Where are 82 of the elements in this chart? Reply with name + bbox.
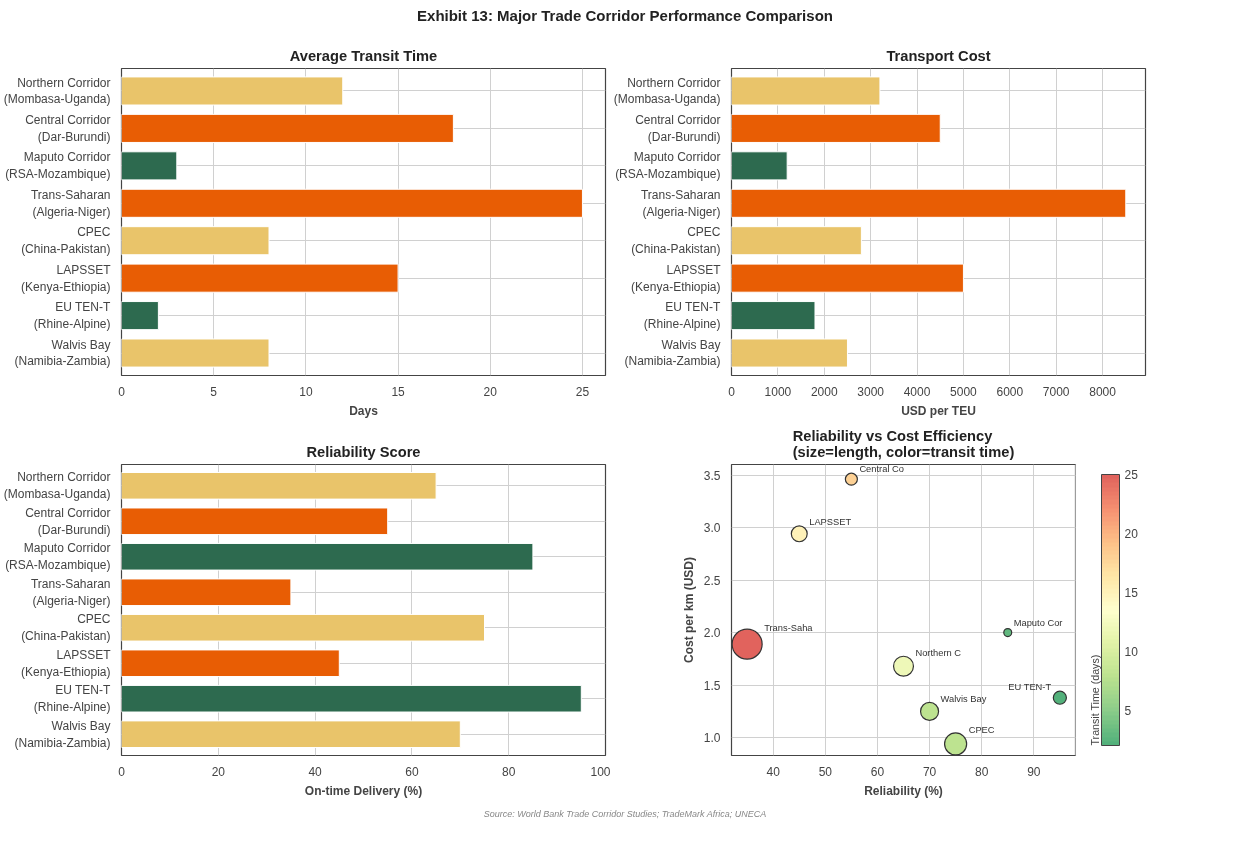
- y-tick-label: Trans-Saharan (Algeria-Niger): [30, 187, 111, 219]
- chart-title: Transport Cost: [886, 47, 991, 64]
- x-tick-label: 3000: [857, 384, 885, 399]
- y-tick-label: 1.5: [703, 678, 721, 693]
- annotation: Northern C: [915, 648, 962, 659]
- x-tick-label: 60: [870, 764, 885, 779]
- x-tick-label: 90: [1027, 764, 1041, 779]
- x-axis-title: On-time Delivery (%): [304, 783, 423, 798]
- x-tick-label: 8000: [1089, 384, 1117, 399]
- x-tick-label: 40: [308, 764, 323, 779]
- x-tick-label: 40: [766, 764, 781, 779]
- x-tick-label: 80: [502, 764, 516, 779]
- source-note: Source: World Bank Trade Corridor Studies; TradeMark Africa; UNECA: [482, 808, 768, 821]
- x-tick-label: 15: [391, 384, 406, 399]
- annotation: LAPSSET: [809, 517, 852, 528]
- x-tick-label: 100: [590, 764, 611, 779]
- x-tick-label: 2000: [810, 384, 838, 399]
- x-tick-label: 4000: [903, 384, 931, 399]
- color-bar-label: 20: [1124, 526, 1139, 541]
- x-tick-label: 1000: [764, 384, 792, 399]
- x-axis-title: USD per TEU: [901, 403, 976, 418]
- x-tick-label: 10: [299, 384, 313, 399]
- annotation: Walvis Bay: [940, 693, 987, 704]
- y-tick-label: Central Corridor (Dar-Burundi): [635, 113, 721, 144]
- annotation: Central Co: [859, 463, 904, 474]
- x-tick-label: 20: [483, 384, 498, 399]
- annotation: Trans-Saha: [764, 623, 814, 634]
- chart-title: Reliability vs Cost Efficiency (size=length, color=transit time): [792, 427, 1015, 460]
- y-tick-label: 3.5: [703, 468, 721, 483]
- y-tick-label: LAPSSET (Kenya-Ethiopia): [631, 262, 722, 294]
- y-tick-label: Maputo Corridor (RSA-Mozambique): [5, 150, 111, 182]
- color-bar-label: 15: [1124, 585, 1139, 600]
- y-tick-label: Walvis Bay (Namibia-Zambia): [14, 718, 111, 750]
- color-bar-label: 25: [1124, 468, 1139, 482]
- x-axis-title: Reliability (%): [864, 783, 943, 798]
- y-tick-label: Walvis Bay (Namibia-Zambia): [14, 337, 111, 369]
- y-tick-label: 1.0: [703, 731, 721, 746]
- y-tick-label: 3.0: [703, 521, 721, 536]
- color-bar-label: 5: [1124, 703, 1132, 718]
- x-tick-label: 25: [575, 384, 590, 399]
- x-tick-label: 7000: [1042, 384, 1070, 399]
- chart-title: Reliability Score: [306, 443, 421, 460]
- y-tick-label: Central Corridor (Dar-Burundi): [25, 505, 111, 537]
- text: Exhibit 13: Major Trade Corridor Performance Comparison: [416, 6, 834, 26]
- y-tick-label: Northern Corridor (Mombasa-Uganda): [3, 470, 111, 502]
- y-tick-label: CPEC (China-Pakistan): [631, 225, 721, 257]
- y-tick-label: Walvis Bay (Namibia-Zambia): [624, 337, 721, 369]
- annotation: EU TEN-T: [1008, 681, 1052, 692]
- x-tick-label: 6000: [996, 384, 1024, 399]
- y-tick-label: CPEC (China-Pakistan): [21, 612, 111, 644]
- y-tick-label: EU TEN-T (Rhine-Alpine): [33, 683, 111, 715]
- y-tick-label: 2.5: [703, 573, 721, 588]
- x-tick-label: 20: [211, 764, 226, 779]
- x-tick-label: 5: [210, 384, 218, 399]
- color-bar-label: 10: [1124, 644, 1139, 659]
- y-tick-label: Trans-Saharan (Algeria-Niger): [640, 187, 721, 219]
- y-tick-label: Northern Corridor (Mombasa-Uganda): [613, 75, 721, 107]
- x-axis-title: Days: [349, 403, 379, 418]
- y-tick-label: LAPSSET (Kenya-Ethiopia): [21, 647, 112, 679]
- annotation: Maputo Cor: [1013, 618, 1063, 629]
- chart-title: Average Transit Time: [289, 47, 438, 64]
- y-tick-label: CPEC (China-Pakistan): [21, 225, 111, 257]
- x-tick-label: 60: [405, 764, 419, 779]
- x-tick-label: 70: [922, 764, 937, 779]
- annotation: CPEC: [968, 725, 995, 736]
- y-tick-label: Maputo Corridor (RSA-Mozambique): [615, 150, 721, 182]
- y-tick-label: Trans-Saharan (Algeria-Niger): [30, 576, 111, 608]
- x-tick-label: 5000: [950, 384, 978, 399]
- x-tick-label: 50: [818, 764, 833, 779]
- y-tick-label: LAPSSET (Kenya-Ethiopia): [21, 262, 112, 294]
- x-tick-label: 0: [118, 764, 126, 779]
- y-tick-label: 2.0: [703, 626, 721, 641]
- x-tick-label: 0: [728, 384, 736, 399]
- x-tick-label: 0: [118, 384, 126, 399]
- y-tick-label: Northern Corridor (Mombasa-Uganda): [3, 75, 111, 107]
- y-axis-title: Cost per km (USD): [681, 556, 696, 664]
- y-tick-label: Maputo Corridor (RSA-Mozambique): [5, 541, 111, 573]
- x-tick-label: 80: [975, 764, 989, 779]
- color-bar-title: Transit Time (days): [1088, 654, 1101, 746]
- y-tick-label: EU TEN-T (Rhine-Alpine): [643, 300, 721, 331]
- y-tick-label: Central Corridor (Dar-Burundi): [25, 113, 111, 144]
- y-tick-label: EU TEN-T (Rhine-Alpine): [33, 300, 111, 331]
